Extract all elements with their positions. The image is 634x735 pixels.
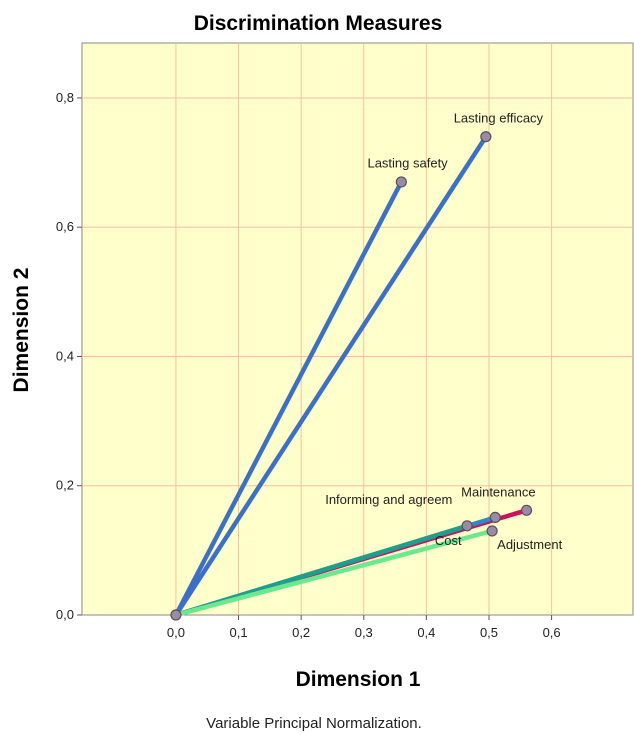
y-tick-label: 0,4 bbox=[56, 348, 74, 363]
plot-area bbox=[81, 42, 634, 616]
point-lasting-safety bbox=[395, 176, 407, 188]
series-lines bbox=[170, 131, 533, 621]
point-label: Maintenance bbox=[461, 485, 535, 500]
point-label: Adjustment bbox=[497, 537, 562, 552]
series-line-adjustment bbox=[173, 528, 495, 618]
point-maintenance bbox=[520, 504, 533, 516]
x-tick-label: 0,0 bbox=[167, 625, 185, 640]
point-label: Cost bbox=[435, 533, 462, 548]
y-tick-label: 0,2 bbox=[56, 478, 74, 493]
point-cost bbox=[461, 520, 473, 532]
point-informing-and-agreem bbox=[489, 511, 501, 524]
x-tick-label: 0,4 bbox=[417, 625, 435, 640]
chart-title: Discrimination Measures bbox=[194, 12, 443, 35]
y-tick-label: 0,8 bbox=[56, 90, 74, 105]
x-tick-label: 0,5 bbox=[480, 625, 498, 640]
origin-point bbox=[170, 609, 182, 621]
x-tick-label: 0,1 bbox=[229, 625, 247, 640]
y-tick-label: 0,0 bbox=[56, 607, 74, 622]
point-label: Informing and agreem bbox=[325, 492, 452, 507]
y-axis-title: Dimension 2 bbox=[10, 268, 33, 393]
chart-footnote: Variable Principal Normalization. bbox=[206, 715, 422, 732]
series-line-lasting-efficacy bbox=[173, 134, 489, 618]
point-lasting-efficacy bbox=[480, 131, 492, 143]
axis-ticks: 0,0 0,1 0,2 0,3 0,4 0,5 0,6 0,0 0,2 0,4 0,6 0,8 bbox=[56, 90, 561, 640]
x-tick-label: 0,6 bbox=[543, 625, 561, 640]
x-axis-title: Dimension 1 bbox=[296, 668, 421, 691]
x-tick-label: 0,2 bbox=[292, 625, 310, 640]
point-adjustment bbox=[486, 525, 498, 537]
point-labels: Lasting efficacy Lasting safety Maintenanc… bbox=[325, 110, 562, 552]
series-line-lasting-safety bbox=[173, 179, 404, 618]
y-tick-label: 0,6 bbox=[56, 219, 74, 234]
x-tick-label: 0,3 bbox=[355, 625, 373, 640]
point-label: Lasting efficacy bbox=[454, 110, 544, 125]
point-label: Lasting safety bbox=[367, 156, 448, 171]
